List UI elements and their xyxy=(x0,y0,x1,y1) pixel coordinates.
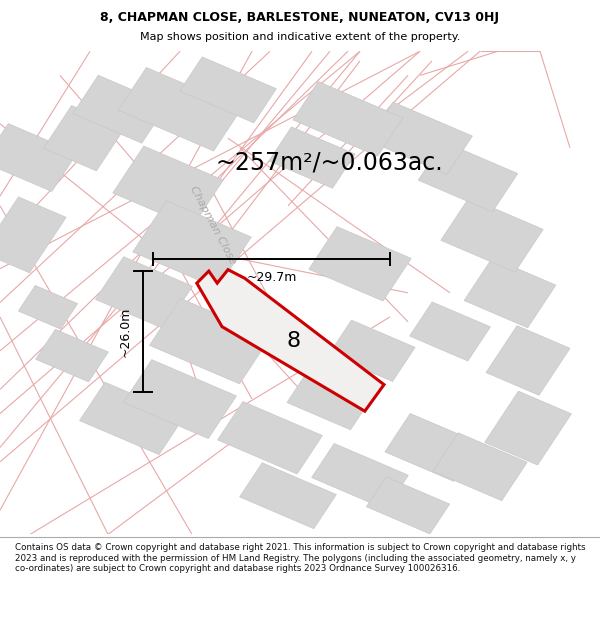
Text: Contains OS data © Crown copyright and database right 2021. This information is : Contains OS data © Crown copyright and d… xyxy=(15,543,586,573)
Polygon shape xyxy=(80,382,184,454)
Polygon shape xyxy=(0,124,77,191)
Polygon shape xyxy=(433,432,527,501)
Polygon shape xyxy=(410,302,490,361)
Polygon shape xyxy=(197,269,384,411)
Polygon shape xyxy=(464,258,556,328)
Text: ~29.7m: ~29.7m xyxy=(247,271,296,284)
Polygon shape xyxy=(149,298,271,384)
Text: 8: 8 xyxy=(287,331,301,351)
Polygon shape xyxy=(218,401,322,474)
Polygon shape xyxy=(293,81,403,156)
Polygon shape xyxy=(485,391,571,465)
Polygon shape xyxy=(287,368,373,430)
Polygon shape xyxy=(19,286,77,329)
Polygon shape xyxy=(311,444,409,509)
Polygon shape xyxy=(385,414,479,481)
Polygon shape xyxy=(0,197,66,272)
Polygon shape xyxy=(133,201,251,288)
Polygon shape xyxy=(367,477,449,534)
Text: ~26.0m: ~26.0m xyxy=(119,306,132,357)
Polygon shape xyxy=(309,227,411,301)
Polygon shape xyxy=(269,127,355,188)
Polygon shape xyxy=(179,57,277,123)
Polygon shape xyxy=(95,257,193,329)
Text: ~257m²/~0.063ac.: ~257m²/~0.063ac. xyxy=(216,151,443,174)
Text: Map shows position and indicative extent of the property.: Map shows position and indicative extent… xyxy=(140,32,460,42)
Text: 8, CHAPMAN CLOSE, BARLESTONE, NUNEATON, CV13 0HJ: 8, CHAPMAN CLOSE, BARLESTONE, NUNEATON, … xyxy=(101,11,499,24)
Polygon shape xyxy=(368,102,472,174)
Polygon shape xyxy=(113,146,223,227)
Polygon shape xyxy=(43,106,125,171)
Text: Chapman Close: Chapman Close xyxy=(188,184,238,266)
Polygon shape xyxy=(73,75,167,143)
Polygon shape xyxy=(418,142,518,212)
Polygon shape xyxy=(239,462,337,529)
Polygon shape xyxy=(486,326,570,395)
Polygon shape xyxy=(118,68,242,151)
Polygon shape xyxy=(441,198,543,272)
Polygon shape xyxy=(329,320,415,381)
Polygon shape xyxy=(35,329,109,382)
Polygon shape xyxy=(124,359,236,439)
